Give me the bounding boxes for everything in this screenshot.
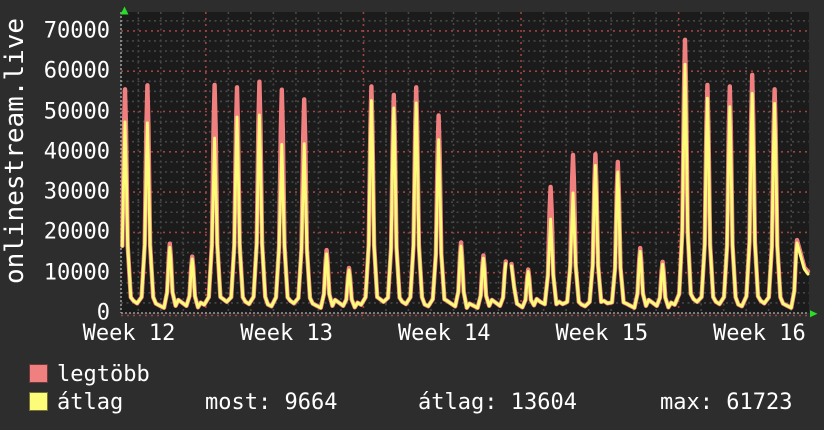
y-tick-label: 20000 bbox=[43, 219, 110, 245]
y-tick-label: 50000 bbox=[43, 99, 110, 124]
y-tick-label: 10000 bbox=[43, 260, 110, 286]
y-axis-labels: 0 10000 20000 30000 40000 50000 60000 70000 bbox=[0, 0, 110, 430]
series-line-atlag bbox=[510, 62, 810, 310]
y-axis-arrow-icon bbox=[120, 6, 129, 15]
stat-most: most: 9664 bbox=[205, 390, 338, 415]
series-line-atlag bbox=[120, 99, 508, 310]
legend-label: átlag bbox=[57, 390, 124, 415]
x-tick-label: Week 14 bbox=[397, 321, 491, 346]
stat-atlag: átlag: 13604 bbox=[418, 390, 577, 415]
legend-swatch-atlag bbox=[29, 392, 48, 411]
x-tick-label: Week 16 bbox=[713, 321, 806, 346]
y-tick-label: 60000 bbox=[43, 58, 110, 84]
x-axis-arrow-icon bbox=[810, 310, 818, 318]
y-tick-label: 70000 bbox=[43, 18, 110, 44]
legend-swatch-legtobb bbox=[29, 364, 48, 383]
x-tick-label: Week 15 bbox=[555, 321, 649, 346]
legend-label: legtöbb bbox=[57, 362, 150, 387]
y-tick-label: 40000 bbox=[43, 139, 110, 165]
x-tick-label: Week 12 bbox=[82, 321, 176, 346]
y-tick-label: 0 bbox=[96, 300, 110, 326]
y-tick-label: 30000 bbox=[43, 179, 110, 205]
x-tick-label: Week 13 bbox=[240, 321, 333, 346]
stat-max: max: 61723 bbox=[660, 390, 793, 415]
